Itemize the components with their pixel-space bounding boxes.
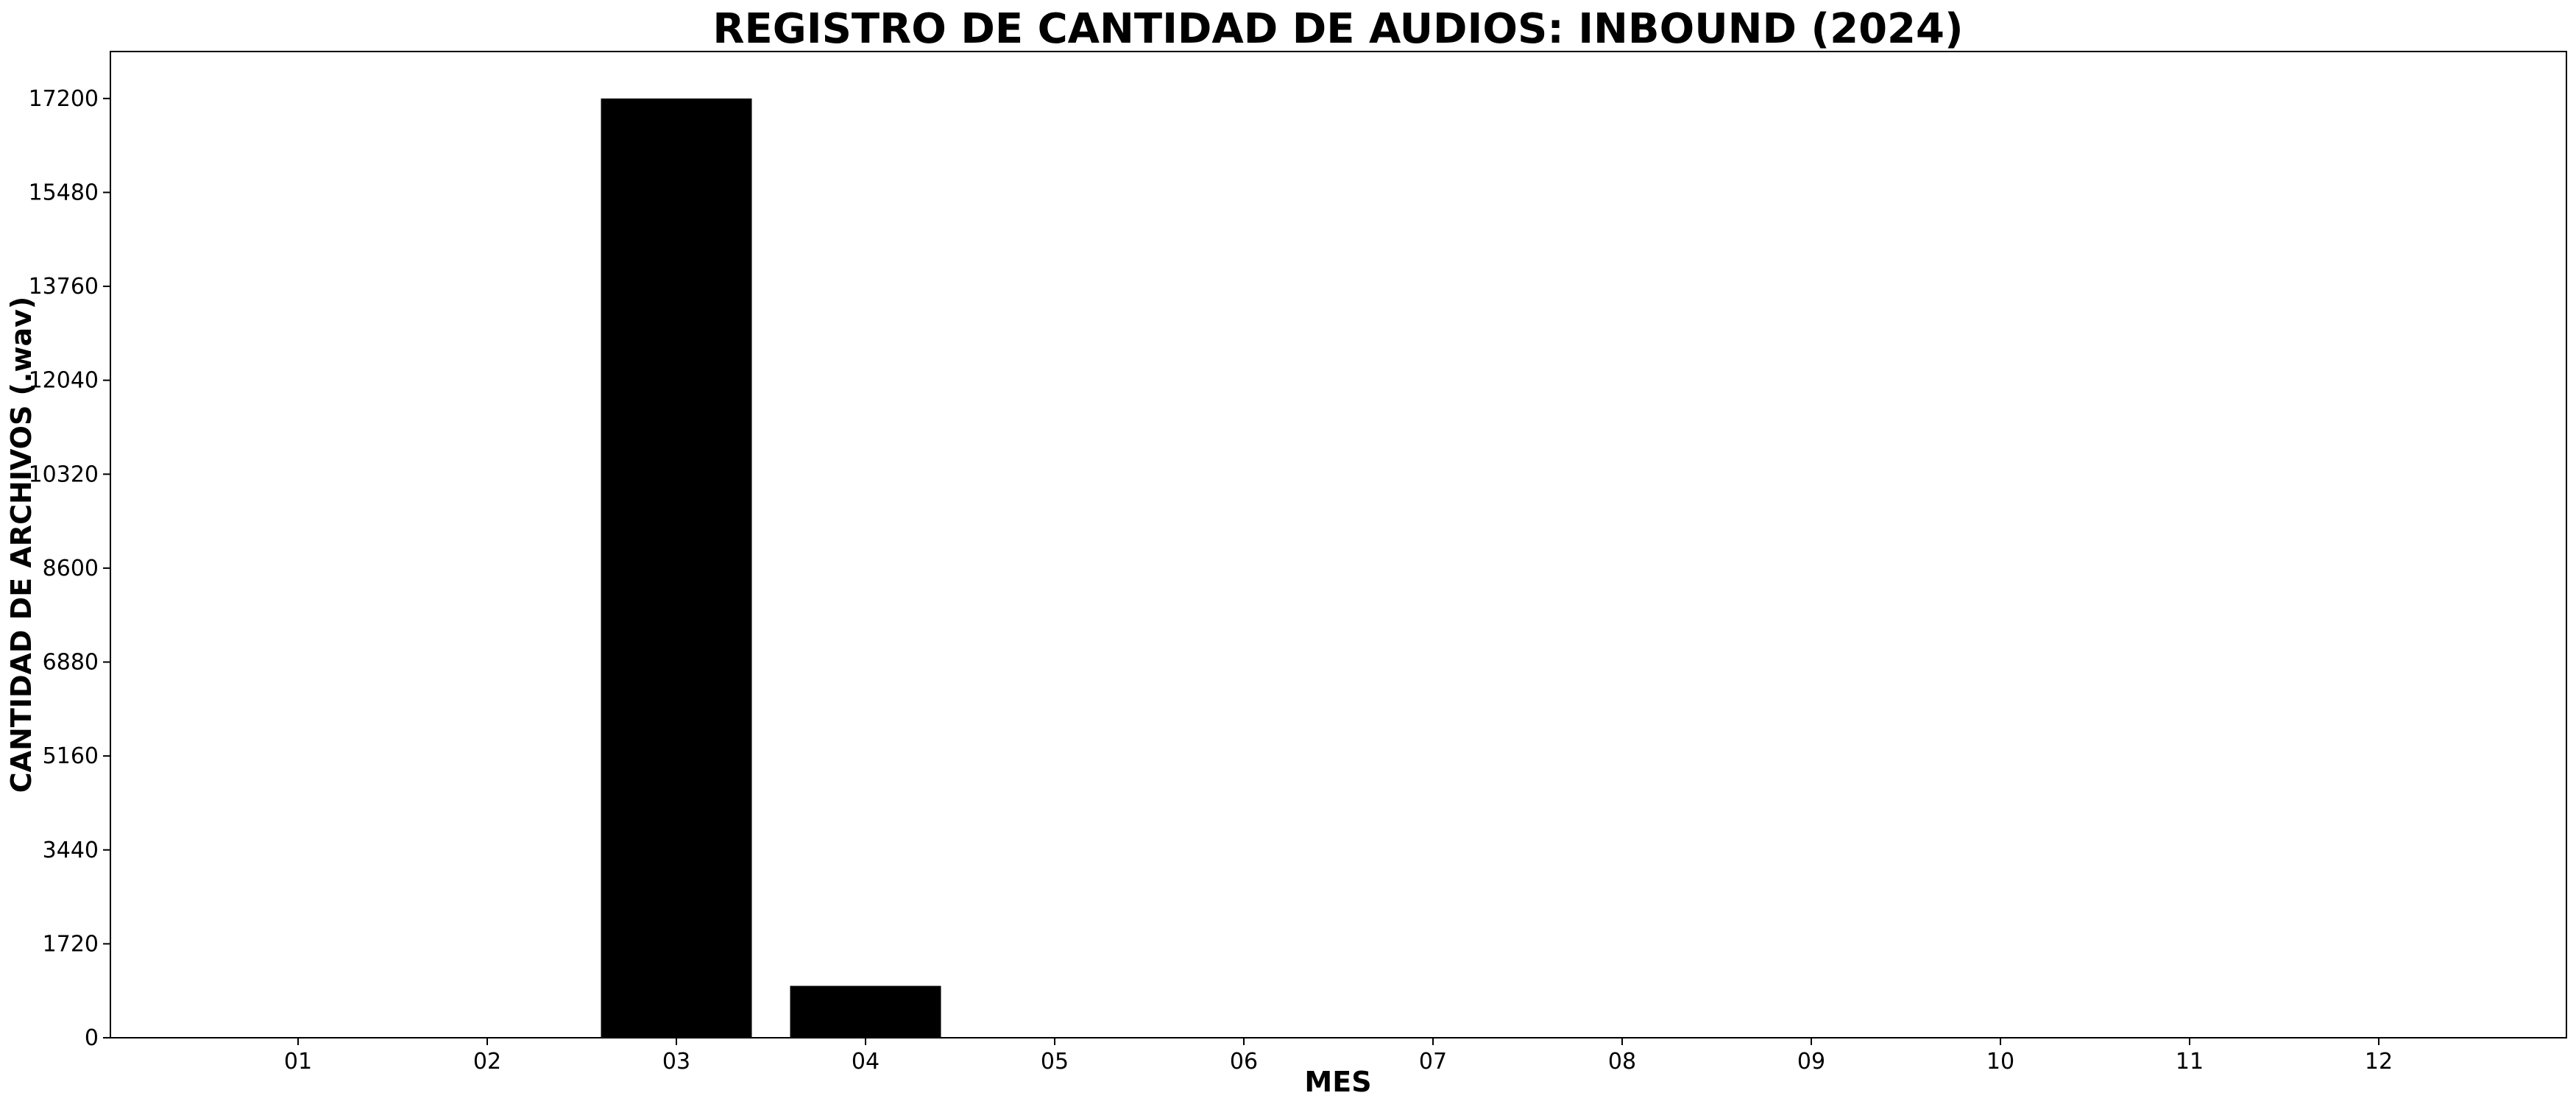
x-tick-label: 04 <box>852 1049 880 1075</box>
plot-frame <box>110 51 2567 1038</box>
x-tick-label: 06 <box>1230 1049 1258 1075</box>
y-tick-label: 13760 <box>29 274 99 300</box>
x-tick-label: 09 <box>1797 1049 1825 1075</box>
plot-area: 0 1720 3440 5160 6880 8600 10320 12040 13760 1548… <box>29 51 2567 1075</box>
x-tick-label: 10 <box>1986 1049 2014 1075</box>
y-tick-label: 3440 <box>43 838 99 863</box>
x-tick-label: 02 <box>473 1049 501 1075</box>
x-tick-label: 12 <box>2365 1049 2393 1075</box>
y-tick-label: 8600 <box>43 556 99 581</box>
y-tick-label: 12040 <box>29 368 99 394</box>
x-tick-label: 01 <box>284 1049 312 1075</box>
x-tick-label: 05 <box>1041 1049 1069 1075</box>
y-tick-label: 0 <box>85 1025 99 1051</box>
y-tick-label: 15480 <box>29 180 99 205</box>
x-axis-label: MES <box>1304 1066 1371 1098</box>
y-tick-label: 6880 <box>43 650 99 676</box>
bar-04 <box>790 986 941 1038</box>
y-tick-label: 1720 <box>43 931 99 957</box>
chart-title: REGISTRO DE CANTIDAD DE AUDIOS: INBOUND … <box>712 5 1963 53</box>
x-tick-label: 07 <box>1419 1049 1447 1075</box>
y-axis-label: CANTIDAD DE ARCHIVOS (.wav) <box>5 297 38 793</box>
x-tick-label: 11 <box>2176 1049 2204 1075</box>
y-tick-label: 17200 <box>29 86 99 112</box>
bar-03 <box>601 98 752 1038</box>
x-tick-label: 08 <box>1608 1049 1636 1075</box>
y-tick-label: 10320 <box>29 461 99 487</box>
y-tick-label: 5160 <box>43 743 99 769</box>
x-tick-label: 03 <box>662 1049 690 1075</box>
